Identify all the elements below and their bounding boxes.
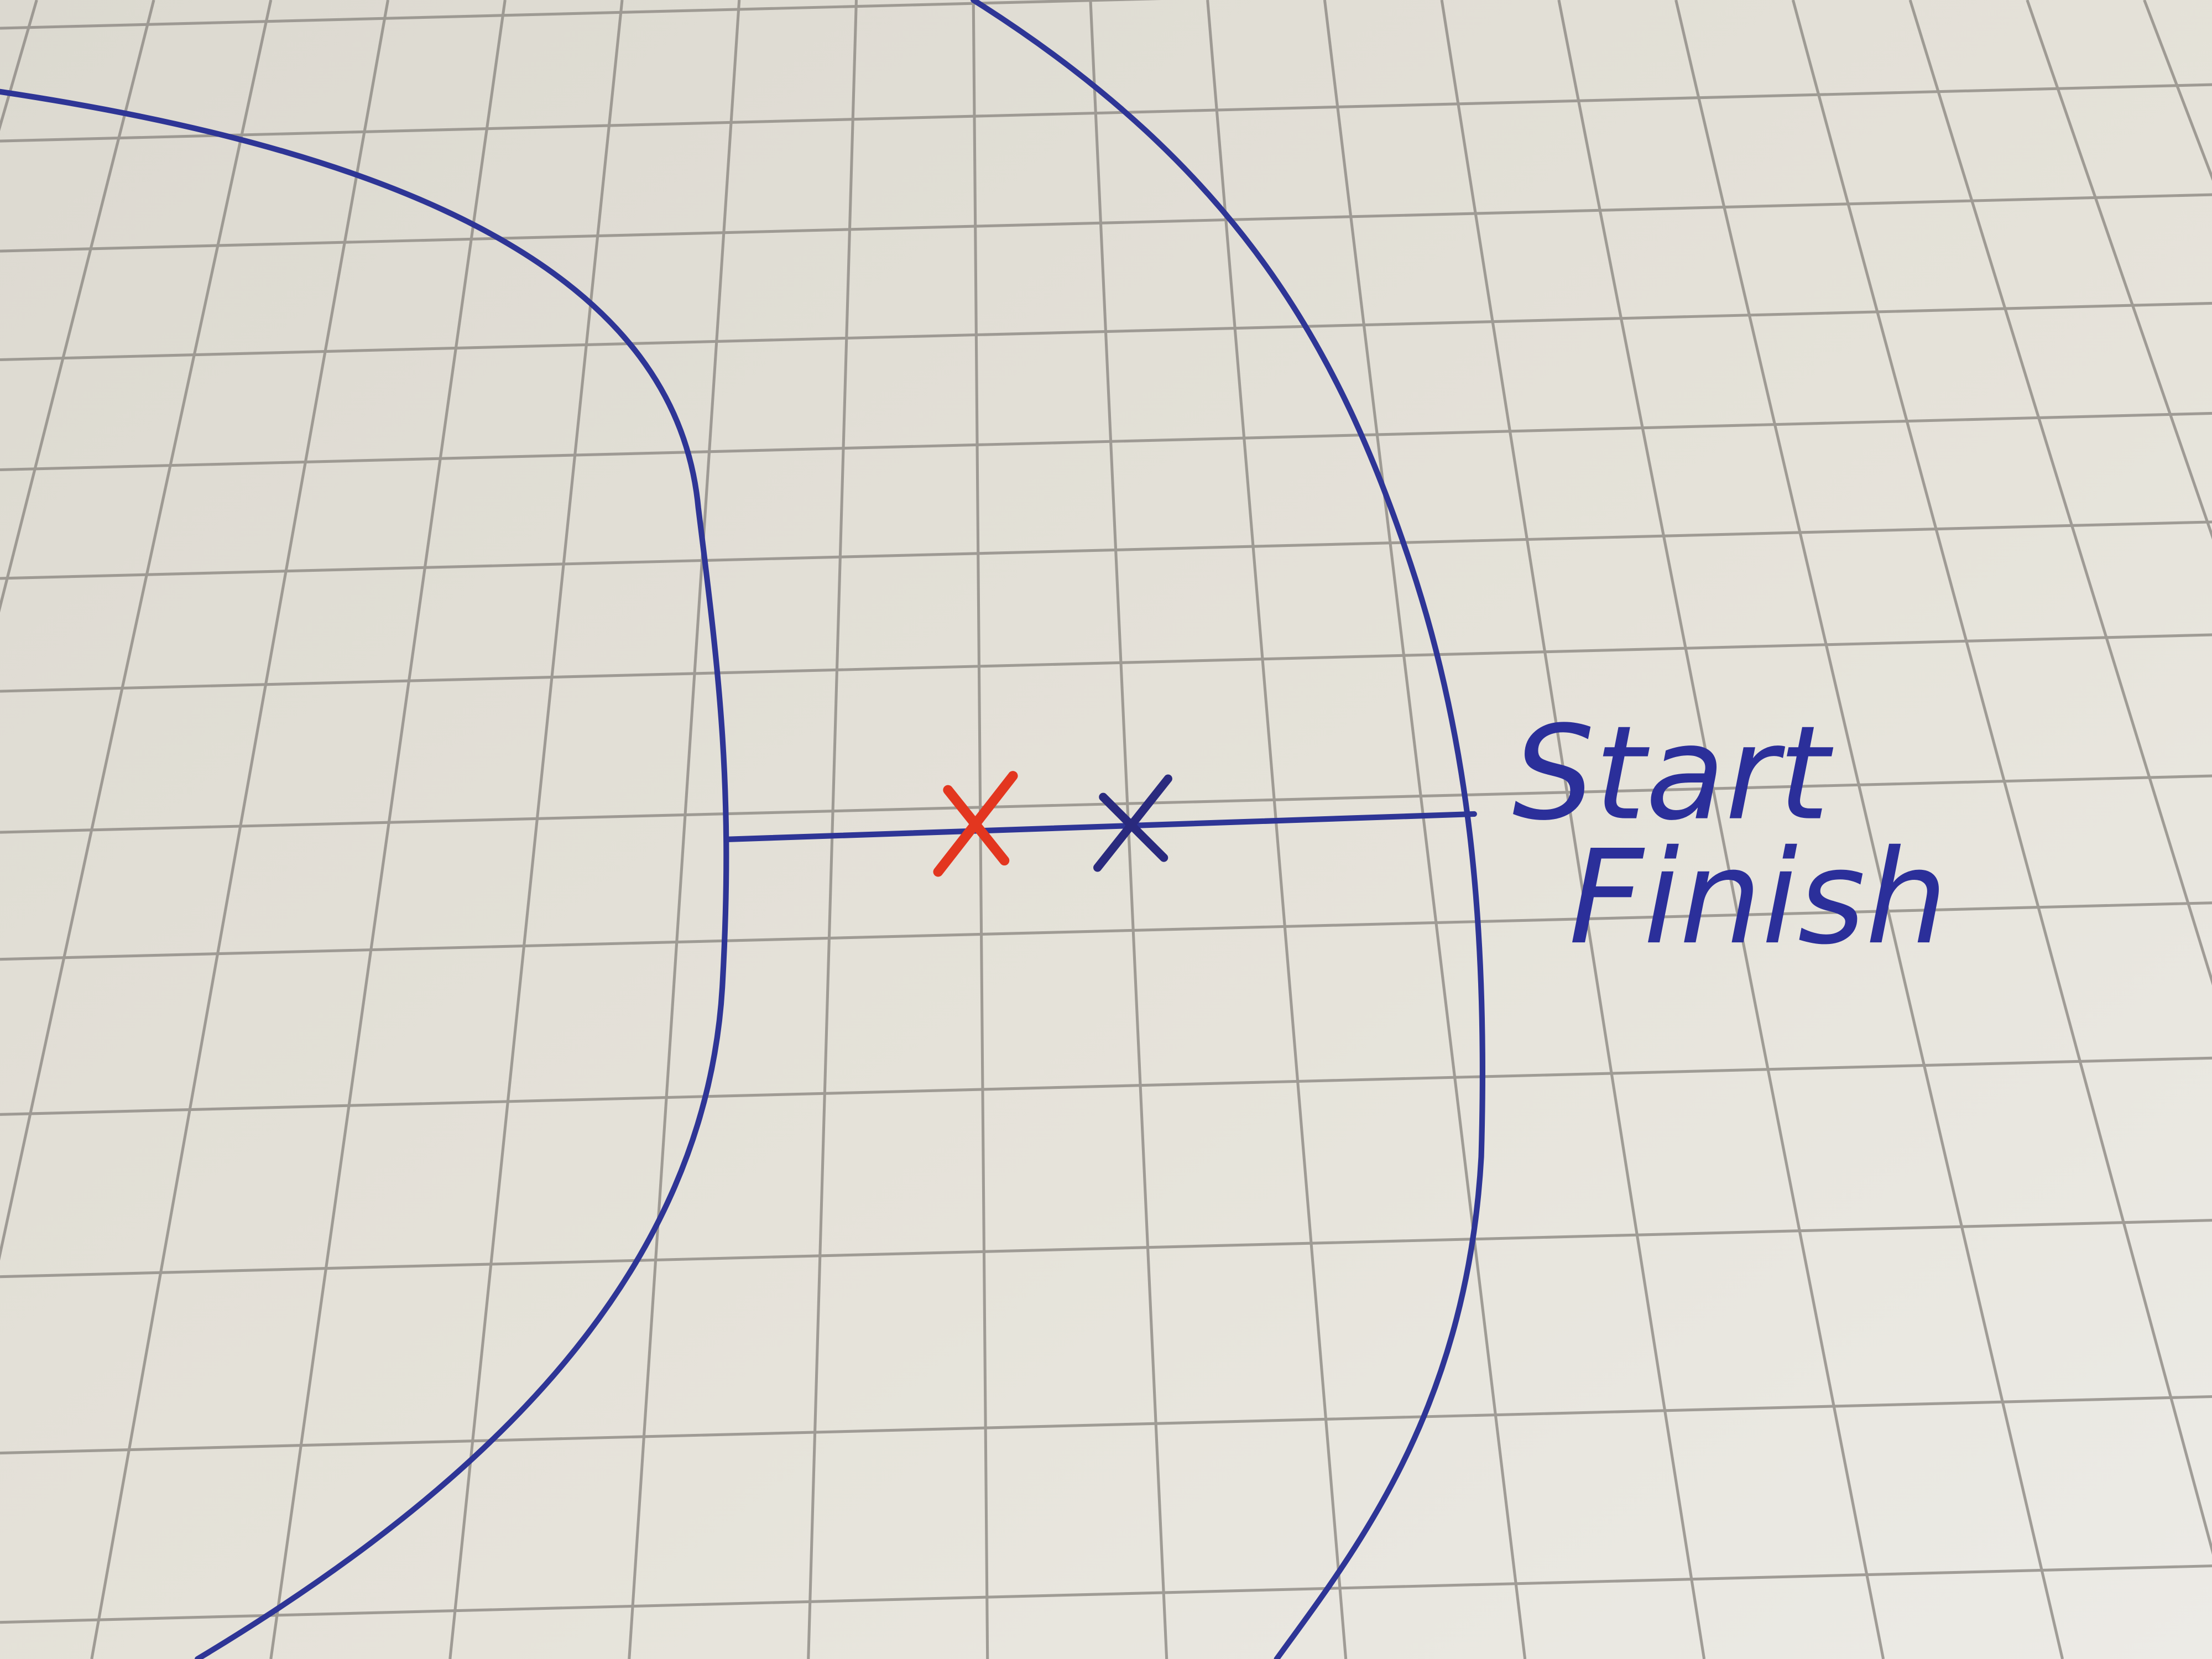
grid-line-vertical <box>807 0 858 1659</box>
grid-line-vertical <box>448 0 624 1659</box>
grid-line-horizontal <box>0 633 2212 693</box>
drawing <box>0 0 1486 1659</box>
finish-label: Finish <box>1569 822 1948 973</box>
grid-line-vertical <box>0 0 155 613</box>
grid-line-horizontal <box>0 83 2212 143</box>
grid-line-vertical <box>1440 0 1706 1659</box>
grid-line-horizontal <box>0 901 2212 961</box>
grid-line-vertical <box>1323 0 1527 1659</box>
grid-line-vertical <box>90 0 390 1659</box>
grid-line-vertical <box>628 0 741 1659</box>
grid-line-horizontal <box>0 1056 2212 1116</box>
grid-line-horizontal <box>0 411 2212 472</box>
red-cross <box>933 771 1018 877</box>
grid-line-vertical <box>2026 0 2212 540</box>
grid-line-horizontal <box>0 0 1162 30</box>
grid-line-vertical <box>1791 0 2212 1555</box>
grid-line-vertical <box>269 0 507 1659</box>
start-label: Start <box>1512 698 1834 849</box>
grid-line-horizontal <box>0 301 2212 362</box>
grid-line-vertical <box>1206 0 1348 1659</box>
grid-line-horizontal <box>0 1219 2212 1279</box>
grid-line-horizontal <box>0 1564 2212 1624</box>
grid-line-horizontal <box>0 1395 2212 1455</box>
inner-curve <box>0 88 729 1659</box>
grid-line-horizontal <box>0 193 2212 253</box>
grid-line-vertical <box>1557 0 1885 1659</box>
grid-line-vertical <box>1674 0 2064 1659</box>
grid-line-horizontal <box>0 520 2212 580</box>
blue-cross <box>1093 774 1172 872</box>
grid-line-vertical <box>1908 0 2212 986</box>
outer-curve <box>971 0 1486 1659</box>
start-line <box>723 811 1477 842</box>
